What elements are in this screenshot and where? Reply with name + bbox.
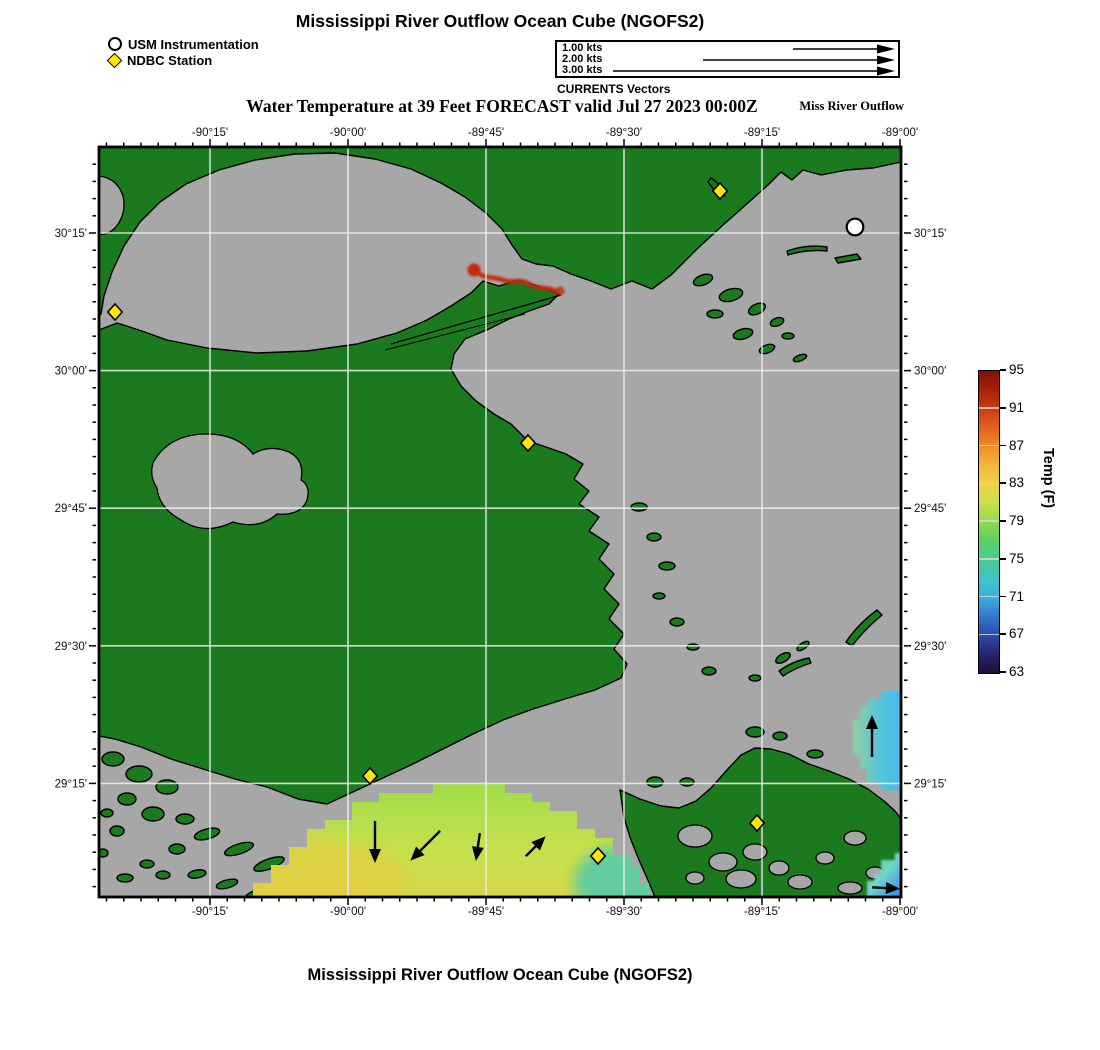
x-axis-label: -89°30' (606, 906, 642, 918)
colorbar-tick-mark (1000, 520, 1006, 522)
y-axis-label: 29°15' (55, 778, 87, 790)
vector-scale-3kt: 3.00 kts (562, 64, 603, 76)
map-canvas: -90°15' -90°00' -89°45' -89°30' -89°15' … (55, 127, 946, 918)
colorbar-grid-line (979, 407, 999, 409)
y-axis-label: 30°00' (55, 366, 87, 378)
colorbar-tick-label: 63 (1009, 664, 1025, 679)
x-axis-label: -89°00' (882, 906, 918, 918)
y-axis-label: 29°45' (914, 503, 946, 515)
ship-channel-lines (384, 294, 562, 351)
legend-item-ndbc: NDBC Station (106, 52, 259, 68)
colorbar-grid-line (979, 520, 999, 522)
temperature-colorbar (978, 370, 1000, 674)
colorbar-tick-mark (1000, 671, 1006, 673)
east-edge-cool-patch (853, 691, 901, 790)
vector-scale-1kt: 1.00 kts (562, 42, 603, 54)
colorbar-tick-mark (1000, 633, 1006, 636)
x-axis-label: -90°15' (192, 127, 228, 139)
x-axis-label: -89°30' (606, 127, 642, 139)
hot-river-channel (467, 263, 565, 296)
currents-vector-scale-box: 1.00 kts 2.00 kts 3.00 kts (555, 40, 900, 78)
legend-item-usm: USM Instrumentation (108, 36, 259, 52)
colorbar-tick-mark (1000, 482, 1006, 485)
colorbar-tick-mark (1000, 557, 1006, 560)
axis-tick-marks (89, 139, 911, 905)
usm-station-marker[interactable] (845, 217, 865, 237)
central-marsh (99, 279, 628, 805)
x-axis-label: -89°15' (744, 906, 780, 918)
colorbar-tick-label: 79 (1009, 513, 1025, 528)
axis-labels: -90°15' -90°00' -89°45' -89°30' -89°15' … (55, 127, 946, 918)
usm-legend-label: USM Instrumentation (128, 36, 259, 52)
x-axis-label: -90°00' (330, 906, 366, 918)
vector-scale-arrows (613, 44, 895, 76)
forecast-subtitle: Water Temperature at 39 Feet FORECAST va… (246, 96, 758, 116)
colorbar-tick-label: 75 (1009, 550, 1025, 566)
colorbar-grid-line (979, 633, 999, 635)
region-annotation: Miss River Outflow (799, 99, 904, 113)
colorbar-tick-label: 83 (1009, 475, 1025, 491)
colorbar-grid-line (979, 595, 999, 598)
inner-lake (151, 433, 309, 530)
x-axis-label: -90°00' (330, 127, 366, 139)
colorbar-tick-mark (1000, 406, 1006, 409)
colorbar-grid-line (979, 482, 999, 484)
y-axis-label: 29°30' (914, 641, 946, 653)
usm-circle-icon (108, 37, 122, 51)
corner-lake (99, 175, 125, 236)
colorbar-tick-mark (1000, 444, 1006, 447)
footer-title: Mississippi River Outflow Ocean Cube (NG… (307, 966, 693, 984)
x-axis-label: -89°15' (744, 127, 780, 139)
colorbar-title: Temp (F) (1040, 448, 1056, 509)
ndbc-diamond-icon (106, 52, 123, 68)
y-axis-label: 30°00' (914, 366, 946, 378)
colorbar-tick-label: 87 (1009, 437, 1025, 453)
map-frame (97, 145, 903, 899)
north-mainland (99, 147, 901, 317)
page-title: Mississippi River Outflow Ocean Cube (NG… (295, 11, 705, 31)
y-axis-label: 29°15' (914, 778, 946, 790)
colorbar-grid-line (979, 558, 999, 560)
y-axis-label: 29°30' (55, 641, 87, 653)
station-legend: USM Instrumentation NDBC Station (106, 36, 259, 68)
inland-lakes (99, 175, 885, 895)
colorbar-tick-label: 67 (1009, 626, 1025, 642)
vector-scale-2kt: 2.00 kts (562, 53, 603, 65)
ndbc-legend-label: NDBC Station (127, 52, 213, 68)
colorbar-tick-label: 95 (1009, 362, 1025, 377)
y-axis-label: 30°15' (55, 228, 87, 240)
chandeleur-islands (845, 609, 883, 647)
station-markers (107, 182, 865, 865)
y-axis-label: 30°15' (914, 228, 946, 240)
colorbar-tick-label: 71 (1009, 588, 1025, 604)
graticule-gridlines (99, 147, 901, 897)
x-axis-label: -89°00' (882, 127, 918, 139)
x-axis-label: -89°45' (468, 906, 504, 918)
colorbar-tick-mark (1000, 595, 1006, 598)
colorbar-tick-mark (1000, 369, 1006, 371)
x-axis-label: -90°15' (192, 906, 228, 918)
colorbar-tick-label: 91 (1009, 399, 1025, 415)
x-axis-label: -89°45' (468, 127, 504, 139)
colorbar-grid-line (979, 444, 999, 447)
currents-caption: CURRENTS Vectors (557, 82, 671, 96)
y-axis-label: 29°45' (55, 503, 87, 515)
